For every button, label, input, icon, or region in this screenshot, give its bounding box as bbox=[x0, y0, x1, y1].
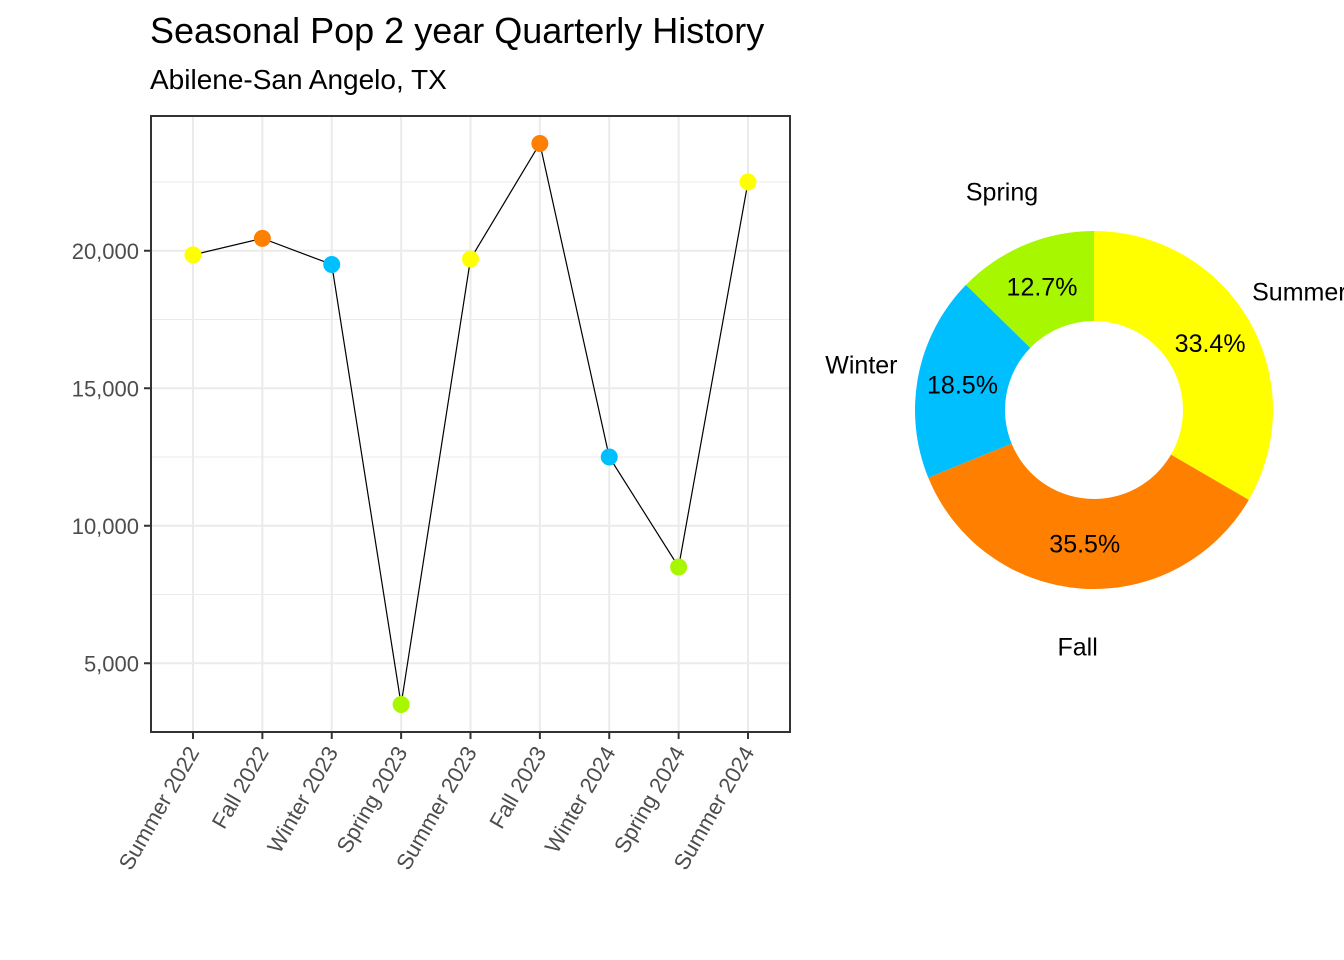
chart-title: Seasonal Pop 2 year Quarterly History bbox=[150, 10, 765, 51]
y-tick-label: 5,000 bbox=[84, 651, 139, 676]
data-point bbox=[600, 448, 618, 466]
data-point bbox=[184, 246, 202, 264]
slice-percent-label: 18.5% bbox=[927, 371, 998, 399]
chart-subtitle: Abilene-San Angelo, TX bbox=[150, 64, 447, 95]
data-point bbox=[531, 135, 549, 152]
data-point bbox=[739, 173, 757, 191]
donut-slice-winter bbox=[915, 284, 1031, 478]
data-point bbox=[253, 229, 271, 247]
y-tick-label: 20,000 bbox=[72, 239, 139, 264]
slice-category-label: Spring bbox=[966, 179, 1038, 207]
data-point bbox=[462, 250, 479, 268]
data-point bbox=[392, 696, 410, 713]
slice-percent-label: 12.7% bbox=[1007, 274, 1078, 302]
donut-slice-spring bbox=[965, 231, 1094, 348]
slice-category-label: Winter bbox=[825, 352, 897, 380]
slice-category-label: Fall bbox=[1058, 633, 1098, 661]
y-tick-label: 10,000 bbox=[72, 514, 139, 539]
slice-percent-label: 35.5% bbox=[1049, 531, 1120, 559]
data-point bbox=[323, 256, 341, 273]
slice-category-label: Summer bbox=[1252, 279, 1344, 307]
slice-percent-label: 33.4% bbox=[1175, 330, 1246, 358]
donut-slice-fall bbox=[928, 443, 1249, 589]
data-point bbox=[670, 558, 688, 576]
donut-slice-summer bbox=[1094, 231, 1273, 500]
y-tick-label: 15,000 bbox=[72, 376, 139, 401]
